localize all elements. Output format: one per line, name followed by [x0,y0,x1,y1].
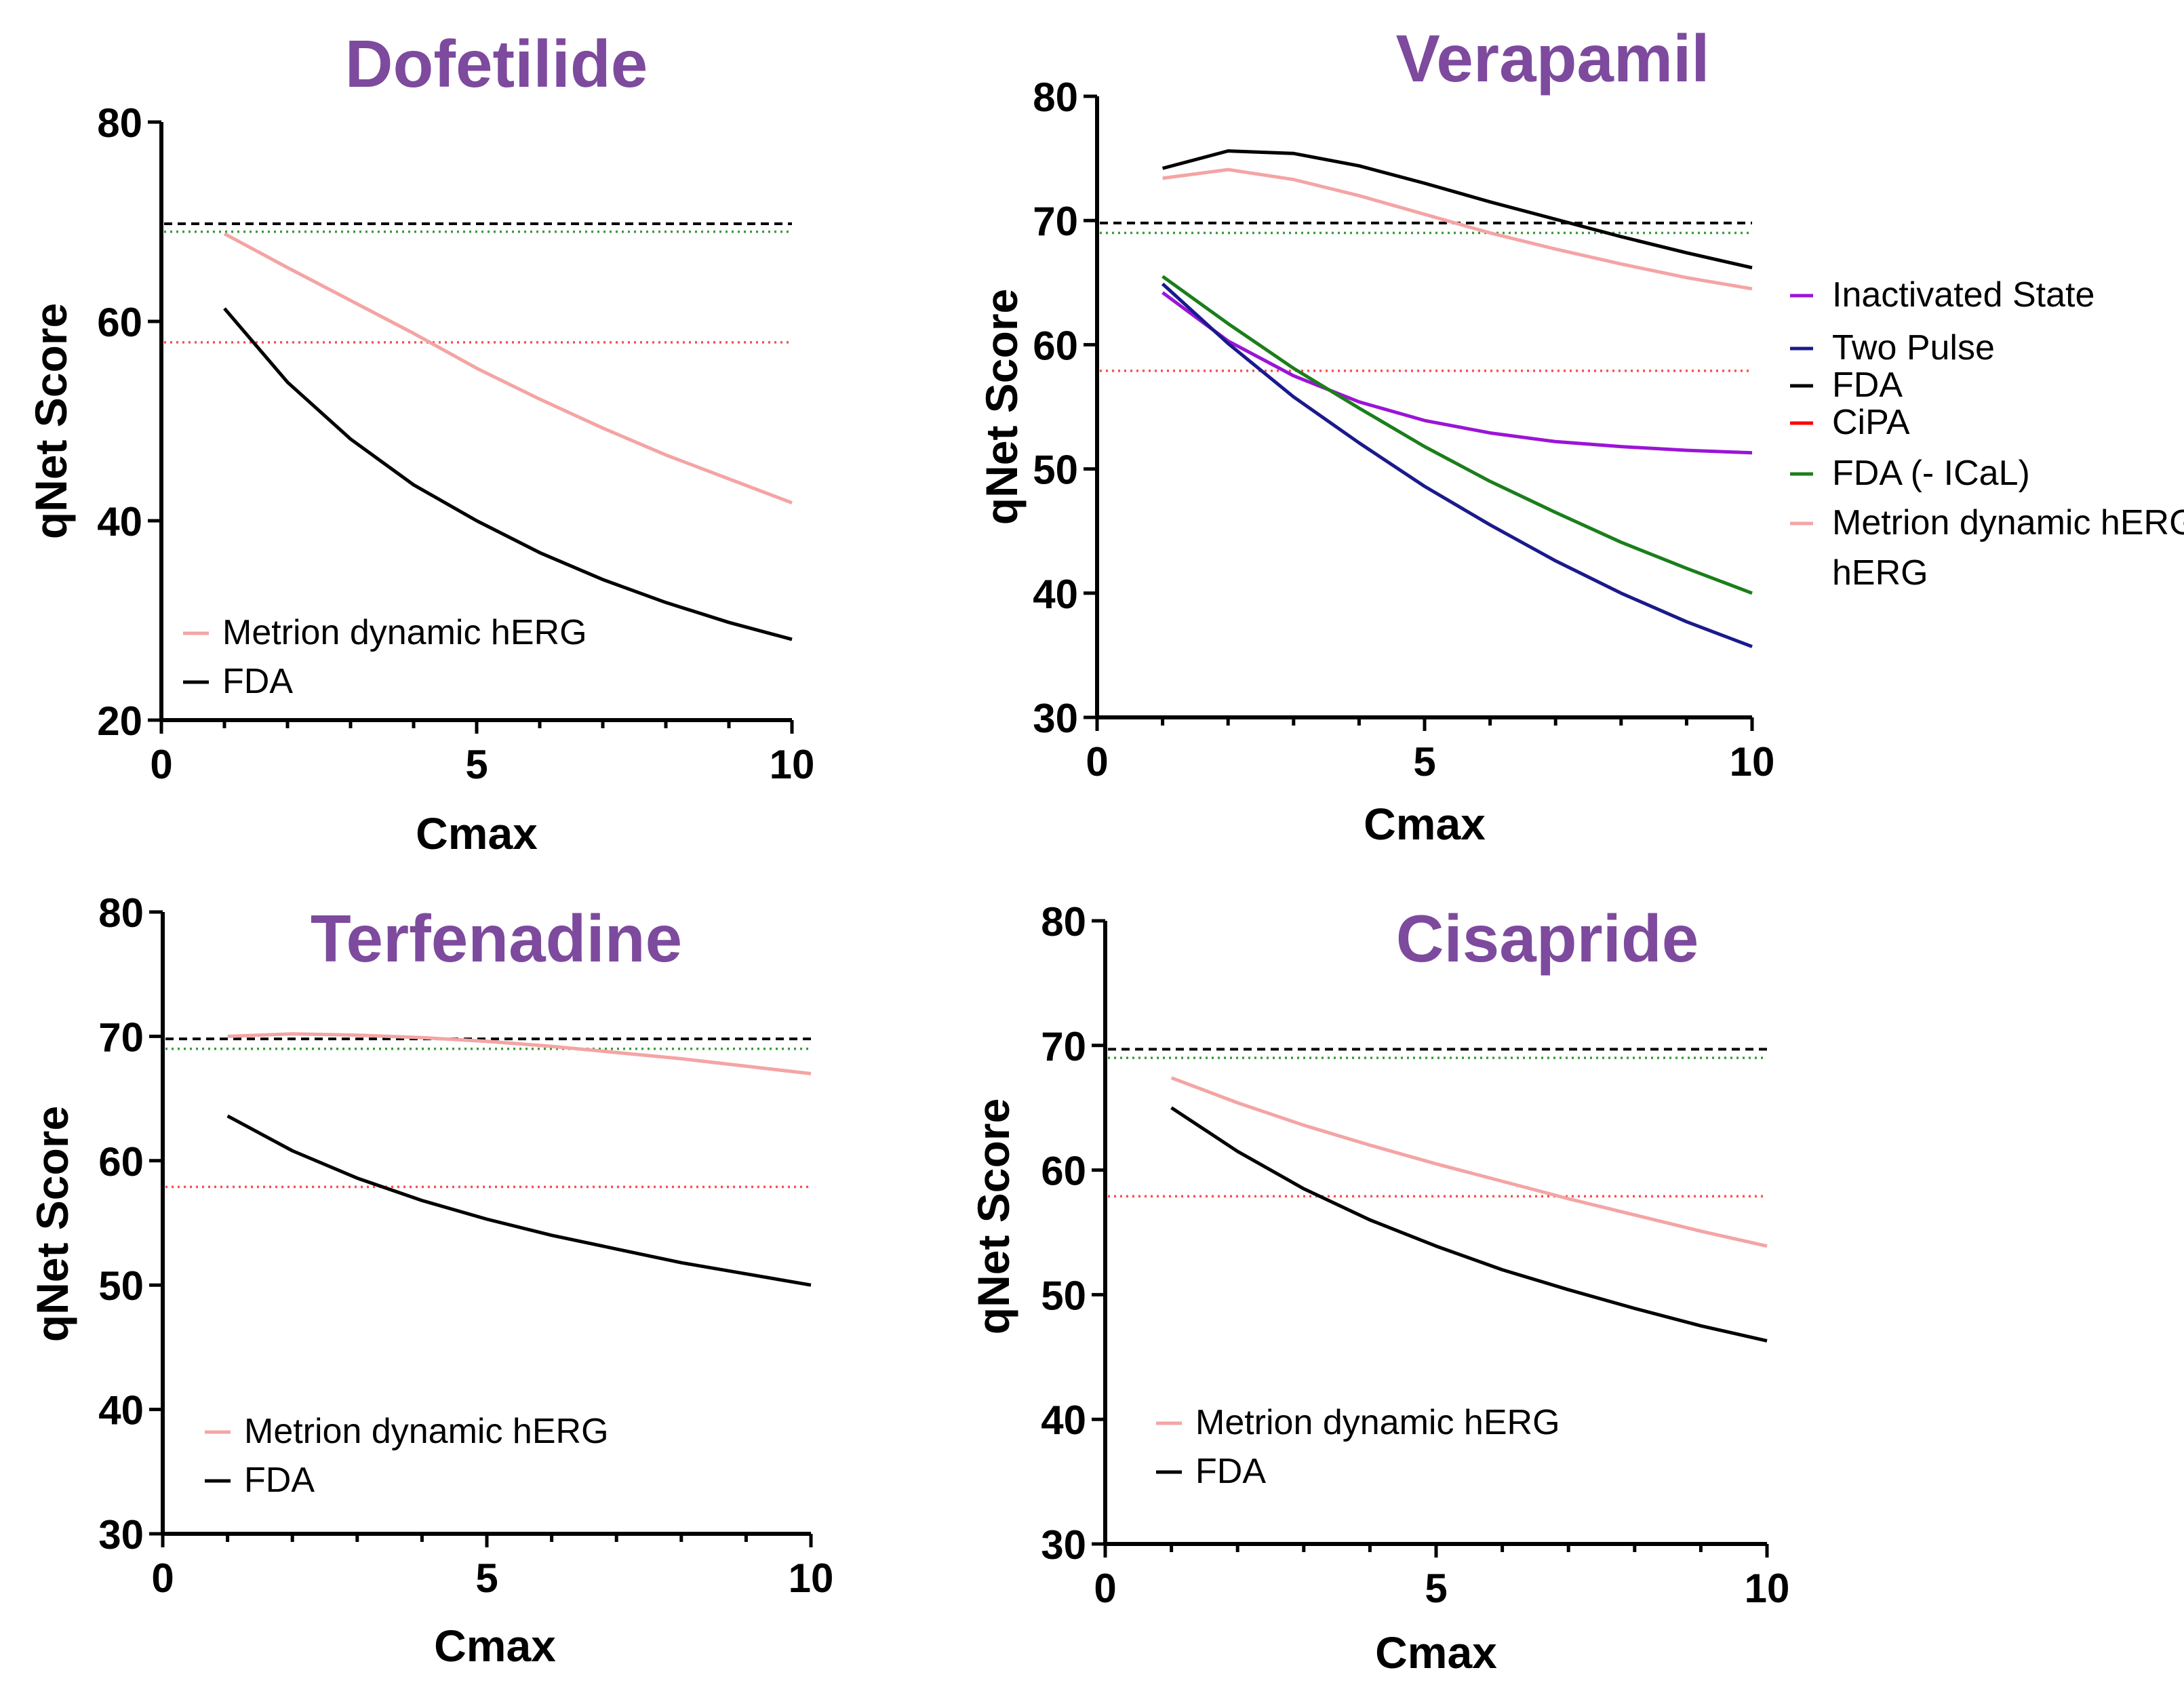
legend-label: FDA (- ICaL) [1832,454,2030,493]
y-tick-label: 40 [1041,1397,1086,1443]
y-tick-label: 60 [1041,1149,1086,1194]
series-line-fda [1170,1106,1768,1343]
y-tick-label: 60 [98,1139,144,1185]
chart-cisapride: Cisapride 0 5 10 30 40 50 60 70 80 Cmax qNet Score M… [968,899,1789,1678]
y-tick-label: 30 [1041,1522,1086,1568]
legend-label: FDA [222,662,293,701]
y-tick-label: 30 [98,1512,144,1558]
chart-dofetilide: Dofetilide 0 5 10 20 40 60 80 Cmax qNet Score Metr… [26,26,814,858]
y-axis-label: qNet Score [968,1098,1018,1334]
x-tick-label: 5 [1425,1566,1447,1611]
x-tick-label: 0 [1086,739,1108,785]
x-tick-label: 10 [789,1555,834,1601]
x-tick-label: 0 [150,742,172,787]
x-tick-label: 5 [475,1555,498,1601]
legend-label: FDA [1832,365,1903,405]
y-tick-label: 40 [97,499,142,544]
y-tick-label: 70 [98,1014,144,1060]
x-tick-label: 10 [1730,739,1775,785]
legend-label: Two Pulse [1832,328,1995,368]
series-line-fda-ical [1162,275,1753,595]
y-tick-label: 80 [1033,75,1078,120]
x-tick-label: 10 [770,742,815,787]
series-line-two-pulse [1161,282,1753,648]
legend-label: Metrion dynamic hERG [222,613,587,652]
x-axis-label: Cmax [416,808,538,858]
y-tick-label: 60 [97,300,142,345]
x-axis-label: Cmax [434,1621,556,1671]
y-tick-label: 40 [1033,572,1078,617]
y-tick-label: 80 [97,100,142,146]
chart-terfenadine: Terfenadine 0 5 10 30 40 50 60 70 80 Cmax qNet Scor… [27,890,833,1671]
legend-label: Metrion dynamic hERG [244,1412,609,1451]
y-tick-label: 70 [1033,199,1078,244]
x-tick-label: 5 [1413,739,1435,785]
chart-title: Terfenadine [311,901,682,976]
legend-label: Metrion dynamic hERG [1195,1403,1560,1442]
y-axis-label: qNet Score [27,1106,77,1342]
y-tick-label: 20 [97,698,142,744]
y-tick-label: 40 [98,1388,144,1433]
series-line-inactivated-state [1162,291,1753,455]
x-tick-label: 10 [1745,1566,1790,1611]
chart-title: Cisapride [1396,901,1699,976]
x-tick-label: 0 [151,1555,174,1601]
series-line-fda [226,1114,812,1287]
y-tick-label: 50 [98,1263,144,1309]
y-tick-label: 60 [1033,323,1078,368]
legend-label-continued: hERG [1832,553,1928,593]
x-axis-label: Cmax [1375,1627,1497,1678]
y-tick-label: 80 [1041,899,1086,945]
y-axis-label: qNet Score [976,289,1027,525]
chart-title: Verapamil [1395,21,1709,96]
legend-label: Metrion dynamic hERG [1832,503,2184,542]
y-tick-label: 30 [1033,696,1078,741]
x-axis-label: Cmax [1364,799,1486,849]
legend-label: Inactivated State [1832,275,2094,315]
x-tick-label: 0 [1094,1566,1116,1611]
legend-label: FDA [244,1461,315,1500]
y-tick-label: 80 [98,890,144,936]
x-tick-label: 5 [465,742,488,787]
y-tick-label: 70 [1041,1024,1086,1069]
y-tick-label: 50 [1041,1273,1086,1318]
chart-verapamil: Verapamil 0 5 10 30 40 50 60 70 80 Cmax qNet Score I… [976,21,2184,849]
series-line-fda [1162,149,1753,270]
series-line-metrion-dynamic-herg [223,232,793,504]
series-line-metrion-dynamic-herg [1162,167,1753,291]
series-line-metrion-dynamic-herg [1170,1076,1768,1248]
legend-label: CiPA [1832,403,1910,442]
y-axis-label: qNet Score [26,303,76,539]
series-line-fda [223,307,793,641]
series-line-metrion-dynamic-herg [227,1032,812,1075]
chart-title: Dofetilide [345,26,648,101]
legend-label: FDA [1195,1452,1266,1491]
y-tick-label: 50 [1033,448,1078,493]
